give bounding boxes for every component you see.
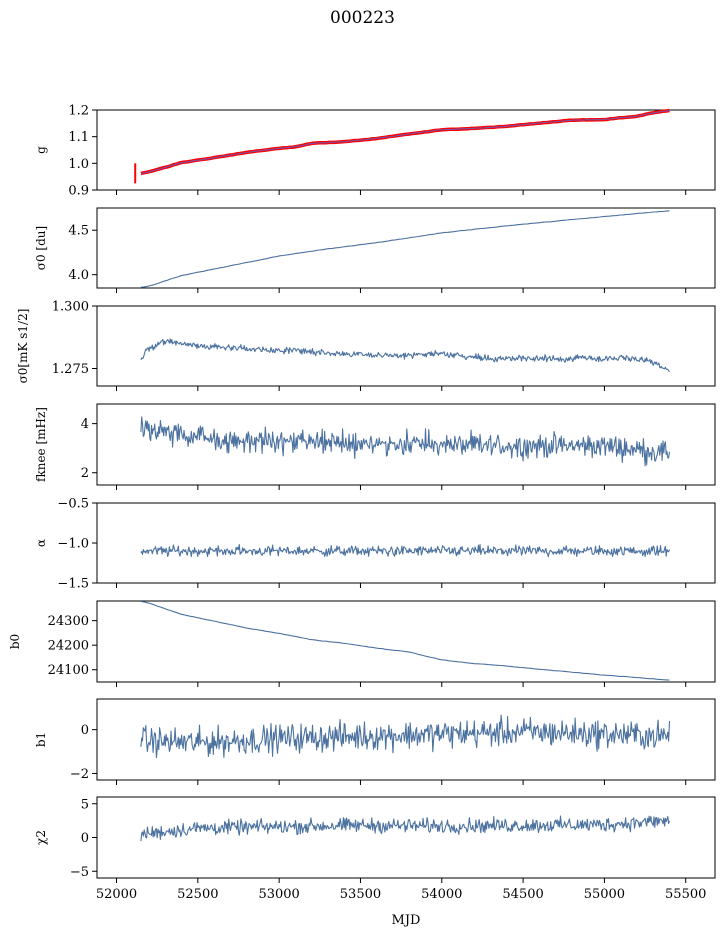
- y-axis-label: g: [34, 146, 48, 154]
- series-line: [140, 338, 670, 373]
- series-line: [140, 544, 671, 558]
- x-tick-label: 53500: [340, 887, 381, 902]
- x-tick-label: 52000: [96, 887, 137, 902]
- y-tick-label: −2: [70, 767, 89, 782]
- plot-frame: [96, 502, 716, 584]
- x-axis-label: MJD: [392, 913, 421, 928]
- series-line: [140, 600, 670, 681]
- panel-8: −5 0 5 52000 52500 53000 53500 54000 54500 55000 5…: [34, 796, 716, 902]
- y-tick-label: −5: [70, 865, 89, 880]
- series-line: [140, 714, 671, 759]
- plot-frame: [96, 698, 716, 781]
- y-tick-label: 24100: [48, 663, 89, 678]
- y-tick-label: −0.5: [57, 497, 89, 512]
- y-tick-label: 0: [81, 723, 89, 738]
- x-tick-label: 54000: [421, 887, 462, 902]
- y-tick-label: 1.300: [52, 300, 89, 315]
- x-tick-label: 55000: [584, 887, 625, 902]
- y-tick-label: 2: [81, 466, 89, 481]
- y-axis-label: fknee [mHz]: [34, 407, 48, 482]
- plot-frame: [96, 305, 716, 387]
- y-axis-label: b1: [34, 732, 48, 747]
- y-tick-label: 24200: [48, 639, 89, 654]
- panel-4: 2 4 fknee [mHz]: [34, 403, 716, 490]
- y-axis-label: α: [34, 539, 48, 547]
- x-tick-label: 54500: [502, 887, 543, 902]
- y-tick-label: 4.0: [68, 268, 89, 283]
- y-tick-label: 24300: [48, 614, 89, 629]
- y-tick-label: −1.5: [57, 577, 89, 592]
- y-tick-label: 1.0: [68, 157, 89, 172]
- x-tick-label: 55500: [665, 887, 706, 902]
- y-tick-label: 5: [81, 797, 89, 812]
- y-axis-label: σ0[mK s1/2]: [16, 309, 30, 384]
- plot-frame: [96, 207, 716, 289]
- y-axis-label: σ0 [du]: [34, 226, 48, 270]
- plot-frame: [96, 403, 716, 486]
- plot-frame: [96, 600, 716, 683]
- figure-title: 000223: [330, 8, 395, 28]
- y-axis-label: χ2: [34, 830, 48, 845]
- panel-6: 24100 24200 24300 b0: [8, 600, 716, 687]
- y-tick-label: 1.1: [68, 130, 89, 145]
- series-line: [140, 109, 670, 175]
- y-tick-label: 4.5: [68, 224, 89, 239]
- series-line: [140, 210, 670, 288]
- y-tick-label: −1.0: [57, 537, 89, 552]
- y-tick-label: 4: [81, 417, 89, 432]
- panel-3: 1.275 1.300 σ0[mK s1/2]: [16, 300, 716, 391]
- x-tick-label: 52500: [177, 887, 218, 902]
- y-tick-label: 1.2: [68, 104, 89, 119]
- panel-2: 4.0 4.5 σ0 [du]: [34, 207, 716, 293]
- y-tick-label: 0: [81, 831, 89, 846]
- y-tick-label: 1.275: [52, 362, 89, 377]
- series-line: [140, 416, 671, 467]
- y-axis-label: b0: [8, 634, 22, 649]
- y-tick-label: 0.9: [68, 184, 89, 199]
- x-tick-label: 53000: [258, 887, 299, 902]
- panel-7: −2 0 b1: [34, 698, 716, 785]
- plot-frame: [96, 109, 716, 191]
- plot-frame: [96, 796, 716, 879]
- panel-1: 0.9 1.0 1.1 1.2 g: [34, 104, 716, 199]
- series-line: [140, 815, 671, 842]
- panel-5: −1.5 −1.0 −0.5 α: [34, 497, 716, 592]
